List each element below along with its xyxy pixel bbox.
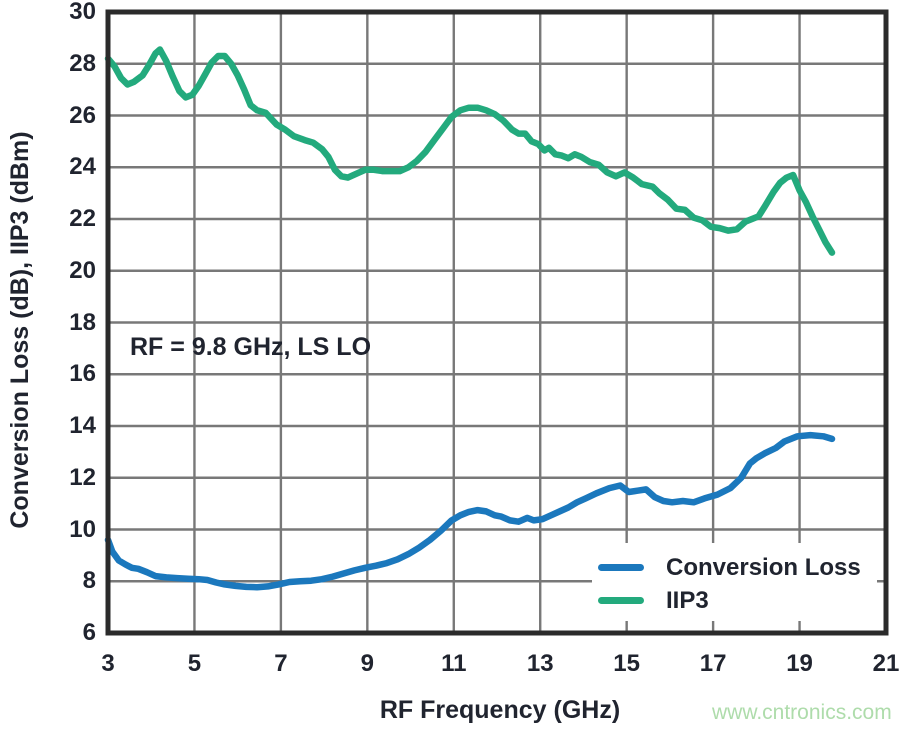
y-tick-label: 8 — [82, 567, 96, 595]
y-tick-label: 12 — [69, 463, 96, 491]
legend-item-iip3: IIP3 — [592, 584, 877, 617]
series-line-iip3 — [104, 46, 836, 256]
plot-annotation: RF = 9.8 GHz, LS LO — [130, 333, 372, 361]
y-tick-label: 10 — [69, 515, 96, 543]
x-tick-label: 19 — [786, 650, 813, 677]
y-axis-title: Conversion Loss (dB), IIP3 (dBm) — [6, 131, 34, 529]
x-tick-label: 13 — [526, 650, 554, 677]
legend-label-iip3: IIP3 — [666, 586, 709, 614]
y-tick-label: 26 — [69, 101, 96, 129]
series-line-conversion-loss — [104, 431, 836, 591]
y-tick-label: 14 — [69, 412, 96, 439]
legend-item-conversion-loss: Conversion Loss — [592, 551, 877, 584]
legend: Conversion Loss IIP3 — [592, 543, 877, 621]
x-tick-label: 11 — [441, 650, 467, 677]
y-tick-label: 16 — [69, 360, 96, 388]
y-tick-label: 24 — [69, 153, 96, 181]
plot-border — [105, 9, 889, 636]
x-tick-label: 5 — [187, 650, 202, 677]
y-tick-label: 6 — [82, 619, 96, 646]
x-tick-label: 7 — [274, 650, 288, 677]
conversion-loss-line-swatch — [598, 564, 644, 571]
watermark: www.cntronics.com — [712, 701, 892, 724]
y-tick-label: 22 — [69, 205, 96, 232]
iip3-line-swatch — [598, 597, 644, 604]
x-axis-title: RF Frequency (GHz) — [379, 696, 621, 724]
x-tick-label: 15 — [613, 650, 640, 677]
x-tick-label: 21 — [872, 650, 900, 677]
y-tick-label: 30 — [69, 0, 96, 25]
x-tick-label: 17 — [699, 650, 727, 677]
y-tick-label: 20 — [69, 256, 96, 284]
y-tick-label: 28 — [69, 49, 96, 77]
y-tick-label: 18 — [69, 308, 96, 336]
x-tick-label: 3 — [101, 650, 115, 677]
legend-label-conversion-loss: Conversion Loss — [666, 553, 861, 581]
x-tick-label: 9 — [360, 650, 374, 677]
